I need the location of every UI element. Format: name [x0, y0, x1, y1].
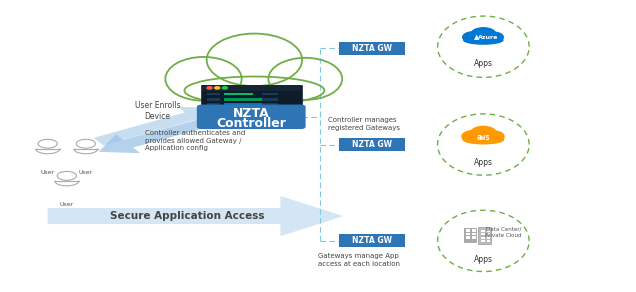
Bar [262, 114, 279, 117]
Text: Controller manages
registered Gateways: Controller manages registered Gateways [328, 117, 399, 131]
Text: NZTA GW: NZTA GW [352, 140, 392, 149]
Polygon shape [48, 196, 343, 236]
Bar [487, 233, 490, 235]
Bar [481, 230, 485, 232]
Text: User: User [79, 170, 93, 175]
Ellipse shape [463, 36, 504, 45]
Ellipse shape [462, 135, 504, 145]
Bar [262, 119, 279, 122]
Bar [481, 233, 485, 235]
Bar [225, 109, 253, 111]
Text: User: User [41, 170, 55, 175]
Polygon shape [93, 107, 219, 145]
Text: NZTA GW: NZTA GW [352, 44, 392, 53]
Ellipse shape [461, 130, 484, 143]
Bar [207, 93, 220, 95]
Text: Gateways manage App
access at each location: Gateways manage App access at each locat… [318, 253, 400, 267]
Circle shape [38, 139, 57, 148]
Text: Azure: Azure [478, 35, 499, 41]
Bar [262, 98, 279, 101]
Bar [207, 119, 220, 122]
Bar [225, 119, 279, 122]
Ellipse shape [184, 77, 324, 105]
Bar [472, 233, 476, 235]
Bar [207, 109, 220, 111]
FancyBboxPatch shape [197, 105, 306, 129]
Bar [466, 233, 470, 235]
Text: ▲: ▲ [474, 34, 480, 40]
Polygon shape [99, 116, 221, 153]
Bar [487, 240, 490, 242]
Bar [262, 109, 279, 111]
FancyBboxPatch shape [339, 42, 405, 55]
FancyBboxPatch shape [201, 85, 302, 128]
Circle shape [248, 120, 254, 123]
Bar [472, 229, 476, 232]
Text: User Enrolls
Device: User Enrolls Device [135, 101, 181, 121]
Bar [487, 230, 490, 232]
Ellipse shape [483, 32, 504, 43]
Bar [225, 103, 279, 106]
Text: Controller authenticates and
provides allowed Gateway /
Application config: Controller authenticates and provides al… [145, 130, 245, 151]
Text: Secure Application Access: Secure Application Access [111, 211, 265, 221]
Bar [481, 240, 485, 242]
Ellipse shape [268, 58, 342, 100]
Text: Apps: Apps [474, 158, 493, 166]
Text: User: User [60, 202, 74, 207]
Bar [207, 114, 296, 125]
Bar [464, 228, 476, 242]
Text: NZTA: NZTA [233, 107, 270, 120]
Bar [487, 237, 490, 239]
Ellipse shape [462, 31, 484, 43]
Text: aws: aws [476, 133, 490, 142]
Text: Apps: Apps [474, 255, 493, 263]
Bar [225, 114, 266, 117]
Circle shape [76, 139, 95, 148]
FancyBboxPatch shape [339, 138, 405, 151]
Bar [207, 114, 220, 117]
Bar [207, 103, 220, 106]
Text: Apps: Apps [474, 59, 493, 68]
Circle shape [57, 171, 76, 180]
Ellipse shape [470, 126, 497, 140]
Bar [478, 227, 491, 244]
Circle shape [223, 87, 228, 89]
Bar [466, 236, 470, 239]
Bar [262, 103, 279, 106]
Ellipse shape [207, 34, 302, 86]
Ellipse shape [483, 130, 505, 142]
FancyBboxPatch shape [339, 234, 405, 247]
Bar [202, 85, 301, 91]
Circle shape [215, 87, 220, 89]
Bar [207, 98, 220, 101]
Bar [481, 237, 485, 239]
Bar [225, 98, 266, 101]
Bar [225, 93, 253, 95]
Bar [262, 93, 279, 95]
Ellipse shape [471, 27, 496, 40]
Ellipse shape [165, 57, 242, 101]
Text: Data Center/
Private Cloud: Data Center/ Private Cloud [485, 227, 522, 238]
Text: NZTA GW: NZTA GW [352, 237, 392, 245]
Bar [466, 229, 470, 232]
Bar [472, 236, 476, 239]
Circle shape [207, 87, 212, 89]
Text: Controller: Controller [216, 117, 286, 130]
